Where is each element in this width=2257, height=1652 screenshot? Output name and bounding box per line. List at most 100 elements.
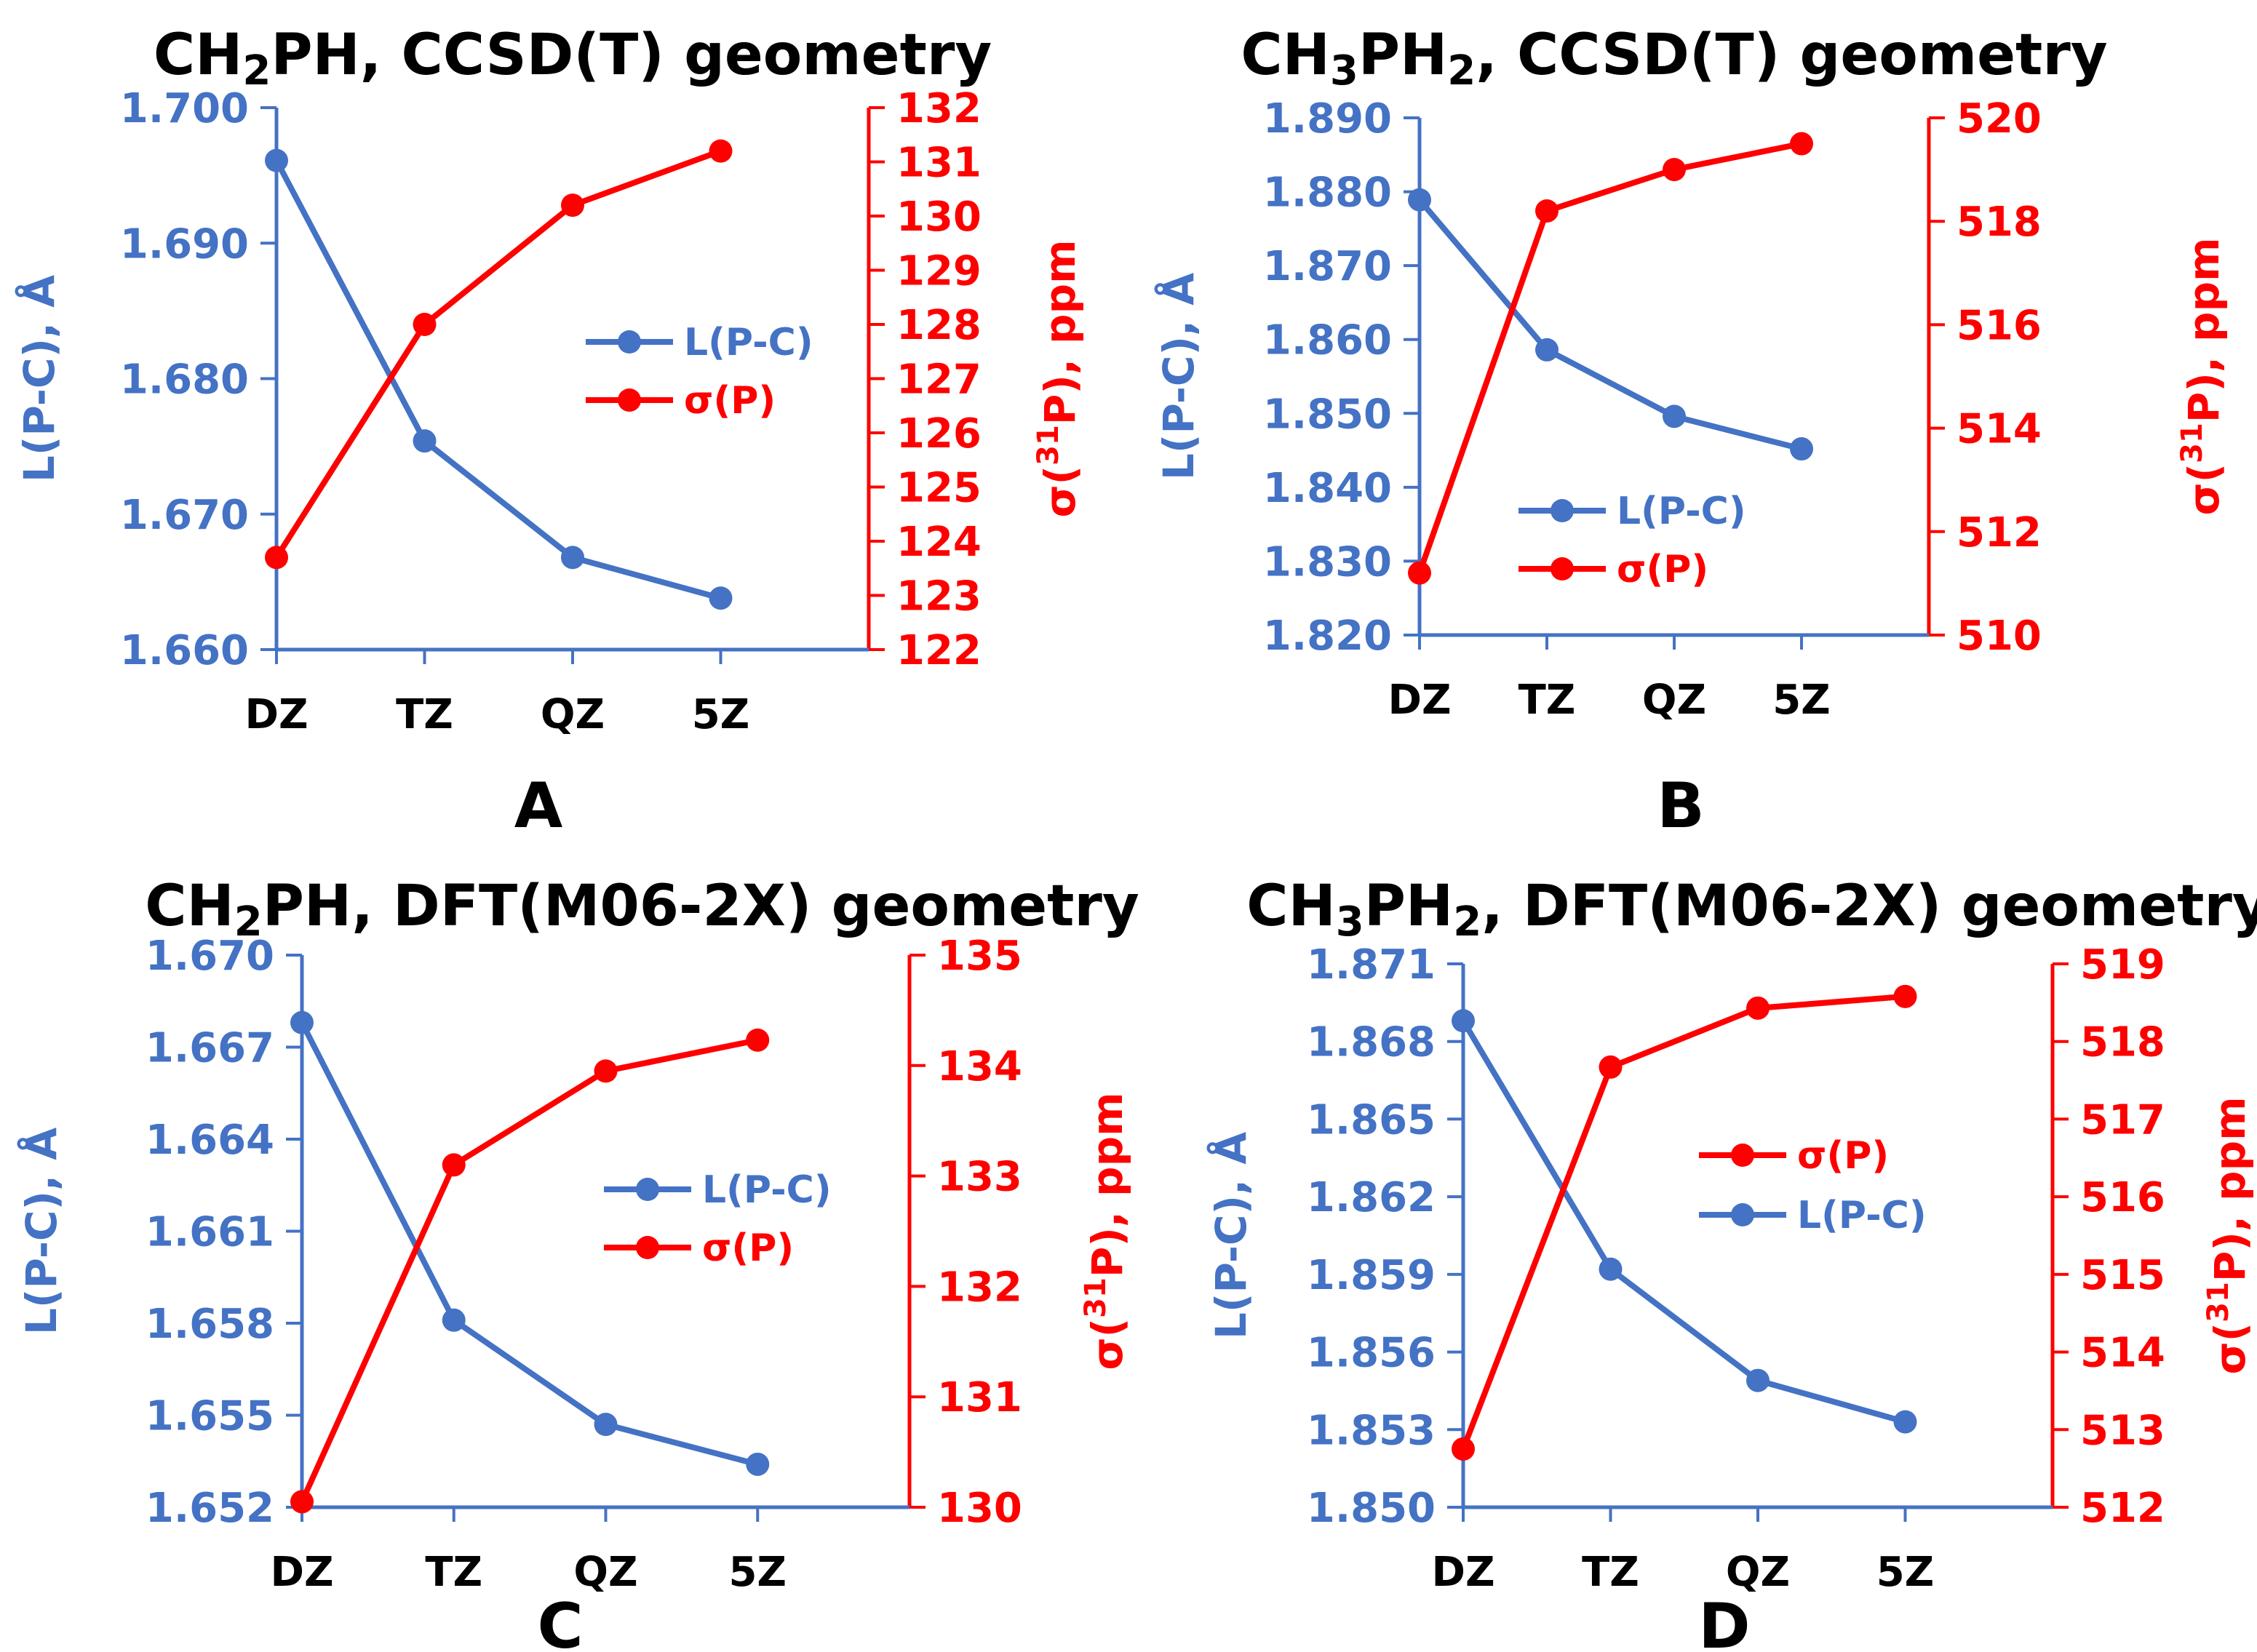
right-tick-label: 126: [896, 410, 982, 458]
right-tick-label: 519: [2080, 941, 2165, 989]
chart-title: CH3PH2, DFT(M06-2X) geometry: [1246, 874, 2257, 946]
right-axis-label-part: σ(: [2179, 463, 2229, 516]
legend-label: σ(P): [1617, 548, 1708, 591]
data-point-sigma-5Z: [1893, 984, 1917, 1008]
x-tick-label: 5Z: [728, 1549, 787, 1596]
series-line-sigma: [274, 148, 722, 559]
data-point-sigma-5Z: [1790, 132, 1813, 156]
title-part: CH: [145, 874, 234, 939]
left-tick-label: 1.850: [1307, 1485, 1436, 1532]
panel-label: D: [1698, 1590, 1750, 1652]
left-tick-label: 1.868: [1307, 1019, 1436, 1066]
left-tick-label: 1.840: [1263, 465, 1392, 512]
data-point-sigma-DZ: [265, 546, 288, 570]
right-tick-label: 127: [896, 356, 982, 404]
right-tick-label: 131: [896, 140, 982, 187]
right-tick-label: 515: [2080, 1252, 2165, 1299]
data-point-sigma-5Z: [709, 139, 733, 163]
data-point-L-DZ: [290, 1010, 314, 1034]
title-part: CH: [154, 23, 243, 88]
legend-swatch-marker: [1551, 499, 1574, 522]
legend-swatch-marker: [636, 1178, 659, 1201]
right-axis-label-part: P), ppm: [2205, 1096, 2255, 1282]
data-point-L-TZ: [1535, 338, 1559, 362]
right-tick-label: 518: [1957, 199, 2042, 246]
title-part: 2: [242, 47, 271, 95]
chart-panel-B: CH3PH2, CCSD(T) geometry 1.820 1.830 1.840 1…: [1153, 23, 2229, 842]
data-point-sigma-DZ: [1452, 1437, 1475, 1461]
right-tick-label: 133: [937, 1154, 1022, 1201]
legend-label: L(P-C): [1797, 1194, 1927, 1237]
data-point-sigma-DZ: [1408, 561, 1431, 585]
title-part: , DFT(M06-2X) geometry: [1481, 874, 2257, 939]
chart-panel-C: CH2PH, DFT(M06-2X) geometry 1.652 1.655 1.6…: [16, 874, 1139, 1652]
series-line-L: [299, 1021, 759, 1467]
legend-swatch-marker: [618, 388, 641, 412]
chart-panel-A: CH2PH, CCSD(T) geometry 1.660 1.670 1.680 1.…: [14, 23, 1085, 842]
series-line-L: [1460, 1019, 1906, 1425]
data-point-L-DZ: [1408, 188, 1431, 212]
data-point-L-5Z: [746, 1452, 770, 1476]
legend-label: σ(P): [1797, 1134, 1889, 1178]
right-axis-label-part: 31: [1079, 1277, 1112, 1318]
right-tick-label: 135: [937, 933, 1022, 980]
legend-label: σ(P): [684, 379, 776, 423]
data-point-sigma-QZ: [561, 193, 584, 218]
left-axis-label: L(P-C), Å: [16, 1128, 66, 1335]
legend-label: L(P-C): [702, 1168, 832, 1212]
left-tick-label: 1.667: [146, 1025, 274, 1072]
right-axis-label-part: 31: [2202, 1282, 2235, 1322]
data-point-L-5Z: [709, 586, 733, 610]
x-tick-label: DZ: [1388, 677, 1451, 724]
data-point-L-TZ: [442, 1308, 466, 1332]
left-tick-label: 1.670: [120, 492, 249, 539]
left-tick-label: 1.658: [146, 1301, 274, 1348]
right-axis-label: σ(31P), ppm: [2176, 237, 2229, 515]
data-point-L-5Z: [1893, 1410, 1917, 1434]
x-tick-label: 5Z: [692, 691, 750, 738]
x-tick-label: QZ: [1642, 677, 1706, 724]
x-tick-label: DZ: [244, 691, 308, 738]
data-point-L-DZ: [265, 148, 288, 172]
chart-panel-D: CH3PH2, DFT(M06-2X) geometry 1.850 1.853 1.…: [1206, 874, 2257, 1652]
left-tick-label: 1.850: [1263, 391, 1392, 438]
title-part: PH, DFT(M06-2X) geometry: [263, 874, 1139, 939]
title-part: CH: [1246, 874, 1336, 939]
right-axis-label: σ(31P), ppm: [2202, 1096, 2255, 1374]
x-tick-label: 5Z: [1772, 677, 1831, 724]
right-tick-label: 516: [2080, 1174, 2165, 1221]
left-tick-label: 1.865: [1307, 1096, 1436, 1144]
right-axis-label-part: P), ppm: [1035, 239, 1085, 425]
chart-title: CH3PH2, CCSD(T) geometry: [1241, 23, 2107, 95]
legend-swatch-marker: [1551, 557, 1574, 580]
left-tick-label: 1.660: [120, 627, 249, 674]
left-tick-label: 1.880: [1263, 169, 1392, 217]
series-line-L: [1417, 198, 1802, 452]
data-point-L-TZ: [1599, 1257, 1623, 1281]
title-part: 3: [1330, 47, 1358, 95]
panel-label: A: [514, 770, 563, 842]
right-tick-label: 129: [896, 248, 982, 295]
left-tick-label: 1.655: [146, 1393, 274, 1440]
data-point-sigma-TZ: [1599, 1055, 1623, 1079]
left-tick-label: 1.661: [146, 1209, 274, 1256]
data-point-L-QZ: [561, 546, 584, 570]
chart-title: CH2PH, CCSD(T) geometry: [154, 23, 992, 95]
left-tick-label: 1.856: [1307, 1330, 1436, 1377]
title-part: , CCSD(T) geometry: [1476, 23, 2107, 88]
right-tick-label: 517: [2080, 1096, 2165, 1144]
data-point-sigma-TZ: [1535, 199, 1559, 223]
data-point-sigma-QZ: [1746, 996, 1770, 1020]
left-tick-label: 1.664: [146, 1117, 274, 1164]
legend-swatch-marker: [1731, 1203, 1754, 1226]
right-axis-label-part: σ(: [1083, 1318, 1132, 1370]
data-point-sigma-TZ: [442, 1153, 466, 1177]
right-tick-label: 131: [937, 1374, 1022, 1421]
x-tick-label: QZ: [1726, 1549, 1790, 1596]
title-part: 2: [1447, 47, 1476, 95]
right-tick-label: 516: [1957, 302, 2042, 349]
title-part: PH: [1364, 874, 1453, 939]
x-tick-label: QZ: [541, 691, 605, 738]
left-tick-label: 1.680: [120, 356, 249, 404]
